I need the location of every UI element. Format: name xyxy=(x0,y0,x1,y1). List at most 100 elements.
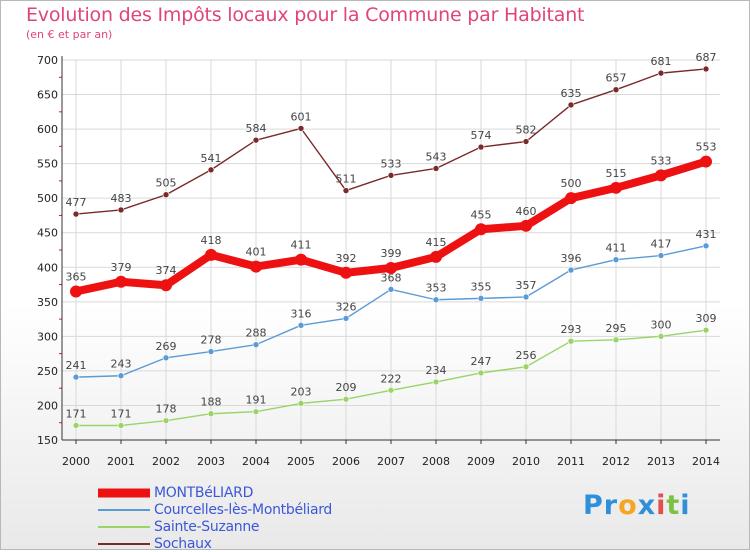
data-point-sainte-suzanne xyxy=(477,369,485,377)
data-label-montb-liard: 379 xyxy=(111,261,132,274)
logo-letter: o xyxy=(618,490,638,521)
data-label-sainte-suzanne: 300 xyxy=(651,318,672,331)
data-point-montb-liard xyxy=(655,169,667,182)
data-point-sainte-suzanne xyxy=(162,417,170,424)
data-point-courcelles-l-s-montb-liard xyxy=(522,293,530,301)
data-point-sochaux xyxy=(252,136,260,144)
data-label-sochaux: 657 xyxy=(606,72,627,85)
logo-letter: t xyxy=(666,490,681,521)
data-label-montb-liard: 399 xyxy=(381,247,402,260)
data-point-sainte-suzanne xyxy=(387,386,395,394)
data-label-sochaux: 601 xyxy=(291,110,312,123)
legend-item-courcelles: Courcelles-lès-Montbéliard xyxy=(98,501,332,518)
data-label-courcelles-l-s-montb-liard: 355 xyxy=(471,280,492,293)
data-point-sochaux xyxy=(432,165,440,172)
data-label-courcelles-l-s-montb-liard: 288 xyxy=(246,327,267,340)
data-point-sainte-suzanne xyxy=(522,363,530,371)
y-tick-label: 350 xyxy=(37,296,58,309)
data-label-sainte-suzanne: 247 xyxy=(471,355,492,368)
y-tick-label: 500 xyxy=(37,192,58,205)
x-tick-label: 2013 xyxy=(647,455,675,468)
data-label-courcelles-l-s-montb-liard: 353 xyxy=(426,282,447,295)
legend-swatch-sochaux xyxy=(98,542,150,545)
data-label-sochaux: 582 xyxy=(516,124,537,137)
data-point-sochaux xyxy=(297,125,305,132)
legend-swatch-montbeliard xyxy=(98,488,150,497)
logo-letter: r xyxy=(603,490,619,521)
data-label-sochaux: 584 xyxy=(246,122,267,135)
y-tick-label: 250 xyxy=(37,365,58,378)
data-label-sochaux: 483 xyxy=(111,192,132,205)
data-label-montb-liard: 418 xyxy=(201,234,222,247)
data-point-sochaux xyxy=(117,206,125,214)
legend-item-sainte-suzanne: Sainte-Suzanne xyxy=(98,518,332,535)
data-point-courcelles-l-s-montb-liard xyxy=(387,286,395,293)
legend-label-sainte-suzanne: Sainte-Suzanne xyxy=(154,518,260,535)
data-point-courcelles-l-s-montb-liard xyxy=(702,242,710,250)
data-label-courcelles-l-s-montb-liard: 431 xyxy=(696,228,717,241)
legend-label-courcelles: Courcelles-lès-Montbéliard xyxy=(154,501,333,518)
data-point-montb-liard xyxy=(160,279,172,292)
data-label-sainte-suzanne: 171 xyxy=(111,407,132,420)
data-point-sochaux xyxy=(207,166,215,174)
data-point-sainte-suzanne xyxy=(72,422,80,429)
data-point-montb-liard xyxy=(520,219,532,232)
data-point-sainte-suzanne xyxy=(117,422,125,429)
data-point-sochaux xyxy=(657,69,665,77)
data-point-courcelles-l-s-montb-liard xyxy=(72,373,80,381)
data-label-sainte-suzanne: 171 xyxy=(66,407,87,420)
data-point-sochaux xyxy=(162,191,170,199)
data-point-courcelles-l-s-montb-liard xyxy=(567,266,575,274)
data-label-sainte-suzanne: 309 xyxy=(696,312,717,325)
data-point-courcelles-l-s-montb-liard xyxy=(657,252,665,259)
data-point-courcelles-l-s-montb-liard xyxy=(162,354,170,362)
x-tick-label: 2014 xyxy=(692,455,720,468)
legend: MONTBéLIARD Courcelles-lès-Montbéliard S… xyxy=(98,484,332,552)
data-point-sochaux xyxy=(387,172,395,179)
data-point-sainte-suzanne xyxy=(207,410,215,418)
data-label-courcelles-l-s-montb-liard: 269 xyxy=(156,340,177,353)
data-label-courcelles-l-s-montb-liard: 357 xyxy=(516,279,537,292)
data-point-courcelles-l-s-montb-liard xyxy=(207,348,215,355)
data-label-montb-liard: 460 xyxy=(516,205,537,218)
data-point-courcelles-l-s-montb-liard xyxy=(612,256,620,263)
data-label-courcelles-l-s-montb-liard: 326 xyxy=(336,300,357,313)
data-label-sochaux: 687 xyxy=(696,51,717,64)
x-tick-label: 2011 xyxy=(557,455,585,468)
y-tick-label: 600 xyxy=(37,123,58,136)
data-label-sochaux: 533 xyxy=(381,157,402,170)
data-point-montb-liard xyxy=(250,260,262,273)
logo-letter: P xyxy=(583,490,604,521)
data-label-sainte-suzanne: 209 xyxy=(336,381,357,394)
data-label-sainte-suzanne: 188 xyxy=(201,396,222,409)
logo-letter: x xyxy=(637,490,657,521)
data-point-sochaux xyxy=(522,138,530,145)
data-label-sainte-suzanne: 234 xyxy=(426,364,447,377)
data-point-sochaux xyxy=(567,101,575,109)
legend-item-sochaux: Sochaux xyxy=(98,535,332,552)
data-point-courcelles-l-s-montb-liard xyxy=(252,341,260,348)
logo-letter: i xyxy=(656,490,667,521)
data-label-montb-liard: 392 xyxy=(336,252,357,265)
logo-letter: i xyxy=(680,490,691,521)
x-tick-label: 2009 xyxy=(467,455,495,468)
data-label-courcelles-l-s-montb-liard: 417 xyxy=(651,238,672,251)
x-tick-label: 2010 xyxy=(512,455,540,468)
data-label-sochaux: 505 xyxy=(156,177,177,190)
x-tick-label: 2000 xyxy=(62,455,90,468)
data-label-sochaux: 541 xyxy=(201,152,222,165)
y-tick-label: 450 xyxy=(37,227,58,240)
data-point-sochaux xyxy=(702,65,710,73)
legend-swatch-sainte-suzanne xyxy=(98,525,150,528)
data-label-montb-liard: 365 xyxy=(66,270,87,283)
data-label-courcelles-l-s-montb-liard: 368 xyxy=(381,271,402,284)
data-label-courcelles-l-s-montb-liard: 316 xyxy=(291,307,312,320)
data-label-sainte-suzanne: 295 xyxy=(606,322,627,335)
data-label-montb-liard: 500 xyxy=(561,177,582,190)
data-point-montb-liard xyxy=(70,285,82,298)
data-point-montb-liard xyxy=(385,261,397,274)
data-point-sainte-suzanne xyxy=(342,395,350,403)
y-tick-label: 150 xyxy=(37,434,58,447)
data-label-sochaux: 543 xyxy=(426,150,447,163)
